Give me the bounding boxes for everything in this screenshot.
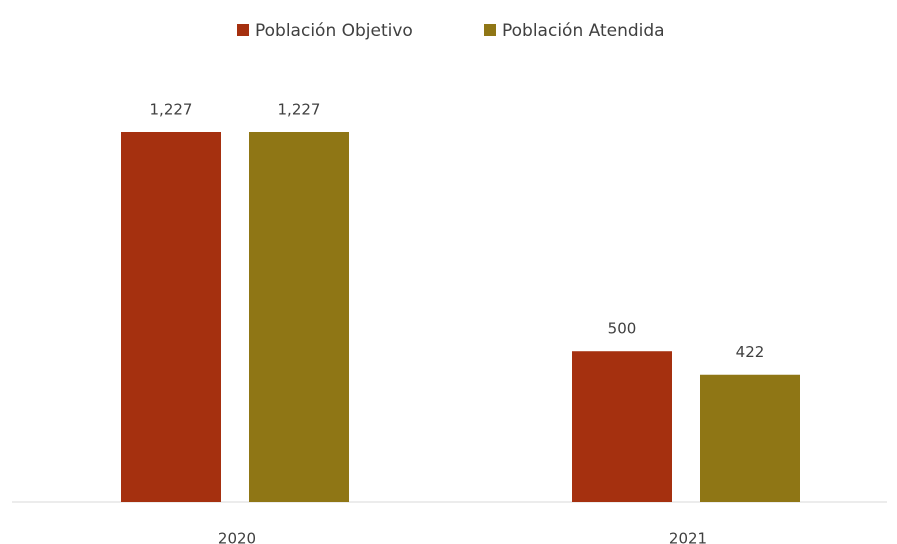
x-tick-label: 2021 bbox=[669, 530, 707, 544]
data-label: 1,227 bbox=[278, 101, 321, 119]
data-label: 500 bbox=[608, 320, 637, 338]
bar bbox=[121, 132, 221, 502]
legend-swatch bbox=[237, 24, 249, 36]
data-label: 1,227 bbox=[150, 101, 193, 119]
data-label: 422 bbox=[736, 343, 765, 361]
legend-swatch bbox=[484, 24, 496, 36]
bar bbox=[700, 374, 800, 502]
legend-text: Población Objetivo bbox=[255, 21, 413, 41]
bar bbox=[572, 351, 672, 502]
bar bbox=[249, 132, 349, 502]
legend-text: Población Atendida bbox=[502, 21, 665, 41]
x-tick-label: 2020 bbox=[218, 530, 256, 544]
